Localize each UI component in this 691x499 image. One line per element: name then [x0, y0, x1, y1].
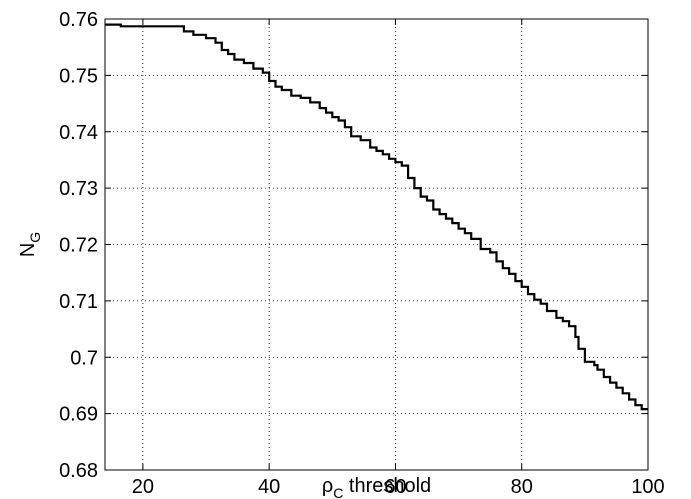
x-axis-label-subscript: C [333, 485, 343, 499]
y-axis-label: NG [17, 232, 43, 257]
x-tick-label: 100 [631, 476, 664, 498]
y-tick-label: 0.71 [59, 291, 98, 313]
series-layer [105, 23, 648, 411]
y-tick-label: 0.72 [59, 235, 98, 257]
tick-labels: 20 40 60 80 100 0.68 0.69 0.7 0.71 0.72 0.73 0.74 0.… [59, 9, 665, 498]
x-tick-label: 40 [258, 476, 280, 498]
y-axis-label-symbol: N [17, 243, 39, 257]
tick-marks [105, 18, 649, 471]
y-axis-label-subscript: G [27, 232, 43, 243]
x-tick-label: 80 [511, 476, 533, 498]
x-axis-label-symbol: ρ [322, 475, 333, 497]
x-axis-label: ρC threshold [322, 475, 431, 499]
y-tick-label: 0.68 [59, 460, 98, 482]
y-tick-label: 0.69 [59, 404, 98, 426]
x-tick-label: 60 [384, 476, 406, 498]
y-tick-label: 0.74 [59, 122, 98, 144]
y-tick-label: 0.73 [59, 178, 98, 200]
y-tick-label: 0.7 [70, 347, 98, 369]
x-axis-label-rest: threshold [343, 475, 431, 497]
series-line [105, 23, 648, 411]
y-tick-label: 0.75 [59, 65, 98, 87]
y-tick-label: 0.76 [59, 9, 98, 31]
x-tick-label: 20 [132, 476, 154, 498]
